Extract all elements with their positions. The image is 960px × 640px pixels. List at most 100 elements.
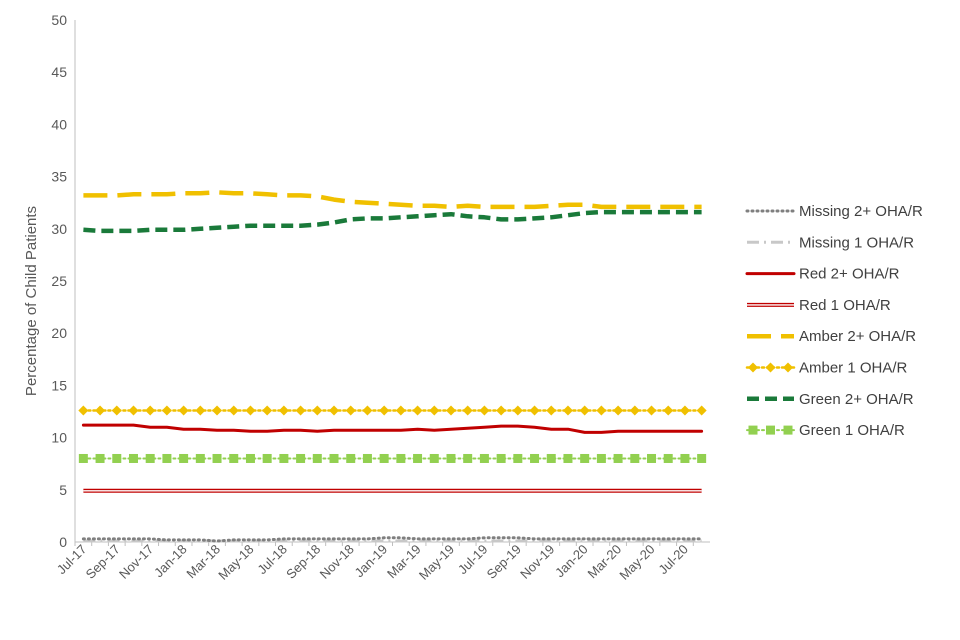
data-point <box>78 453 88 463</box>
series-amber-1-oha-r <box>78 405 707 416</box>
data-point <box>680 453 690 463</box>
data-point <box>262 453 272 463</box>
legend-item: Green 2+ OHA/R <box>747 391 914 408</box>
data-point <box>696 405 707 416</box>
series-missing-2-oha-r <box>81 536 704 543</box>
data-point <box>496 405 507 416</box>
data-point <box>530 453 540 463</box>
data-point <box>145 405 156 416</box>
data-point <box>128 405 139 416</box>
data-point <box>663 453 673 463</box>
data-point <box>112 453 122 463</box>
data-point <box>512 405 523 416</box>
data-point <box>212 405 223 416</box>
x-tick-label: Sep-19 <box>484 542 524 582</box>
series-line <box>83 190 702 210</box>
data-point <box>345 405 356 416</box>
series-line <box>83 209 702 234</box>
legend-marker <box>748 362 758 373</box>
data-point <box>479 405 490 416</box>
legend-item: Amber 2+ OHA/R <box>747 328 916 345</box>
data-point <box>412 405 423 416</box>
data-point <box>630 453 640 463</box>
data-point <box>245 453 255 463</box>
data-point <box>346 453 356 463</box>
data-point <box>462 405 473 416</box>
data-point <box>647 453 657 463</box>
data-point <box>580 453 590 463</box>
data-point <box>329 453 339 463</box>
data-point <box>629 405 640 416</box>
data-point <box>128 453 138 463</box>
x-tick-label: Nov-17 <box>116 542 156 582</box>
y-tick-label: 0 <box>59 534 67 550</box>
data-point <box>95 405 106 416</box>
data-point <box>563 453 573 463</box>
data-point <box>362 453 372 463</box>
y-tick-label: 45 <box>51 64 67 80</box>
data-point <box>162 453 172 463</box>
x-tick-label: Nov-18 <box>317 542 357 582</box>
legend-label: Green 1 OHA/R <box>799 422 905 439</box>
data-point <box>262 405 273 416</box>
y-tick-label: 35 <box>51 169 67 185</box>
data-point <box>329 405 340 416</box>
y-tick-label: 30 <box>51 221 67 237</box>
data-point <box>295 405 306 416</box>
x-tick-label: Jan-18 <box>151 542 190 581</box>
data-point <box>296 453 306 463</box>
data-point <box>613 453 623 463</box>
legend-item: Missing 2+ OHA/R <box>745 203 923 220</box>
data-point <box>513 453 523 463</box>
data-point <box>278 405 289 416</box>
legend-item: Red 1 OHA/R <box>747 297 891 314</box>
legend-label: Amber 2+ OHA/R <box>799 328 916 345</box>
y-tick-label: 40 <box>51 116 67 132</box>
data-point <box>229 453 239 463</box>
series-line <box>81 536 704 543</box>
data-point <box>596 405 607 416</box>
data-point <box>245 405 256 416</box>
data-point <box>579 405 590 416</box>
series-line <box>81 423 704 434</box>
data-point <box>145 453 155 463</box>
data-point <box>362 405 373 416</box>
legend-marker <box>765 362 776 373</box>
legend-item: Amber 1 OHA/R <box>745 360 908 377</box>
data-point <box>161 405 172 416</box>
data-point <box>396 453 406 463</box>
x-tick-label: Sep-18 <box>283 542 323 582</box>
x-tick-label: Jan-19 <box>352 542 391 581</box>
y-axis-title: Percentage of Child Patients <box>23 206 40 396</box>
legend-marker <box>783 425 793 435</box>
data-point <box>546 453 556 463</box>
data-point <box>111 405 122 416</box>
data-point <box>379 453 389 463</box>
data-point <box>179 453 189 463</box>
data-point <box>496 453 506 463</box>
y-tick-label: 10 <box>51 430 67 446</box>
legend: Missing 2+ OHA/R Missing 1 OHA/R Red 2+ OH… <box>745 203 923 439</box>
data-point <box>429 453 439 463</box>
series-amber-2-oha-r <box>83 190 702 210</box>
data-point <box>429 405 440 416</box>
legend-item: Red 2+ OHA/R <box>745 266 900 283</box>
data-point <box>212 453 222 463</box>
y-tick-label: 25 <box>51 273 67 289</box>
x-tick-label: May-20 <box>616 542 657 583</box>
x-tick-label: May-19 <box>416 542 457 583</box>
data-point <box>312 453 322 463</box>
data-point <box>663 405 674 416</box>
data-point <box>445 405 456 416</box>
legend-label: Red 1 OHA/R <box>799 297 891 314</box>
data-point <box>413 453 423 463</box>
y-tick-label: 15 <box>51 377 67 393</box>
data-point <box>446 453 456 463</box>
legend-label: Amber 1 OHA/R <box>799 360 908 377</box>
data-point <box>279 453 289 463</box>
legend-label: Red 2+ OHA/R <box>799 266 900 283</box>
x-tick-label: Nov-19 <box>517 542 557 582</box>
series-red-2-oha-r <box>81 423 704 434</box>
data-point <box>195 405 206 416</box>
x-tick-label: May-18 <box>215 542 256 583</box>
